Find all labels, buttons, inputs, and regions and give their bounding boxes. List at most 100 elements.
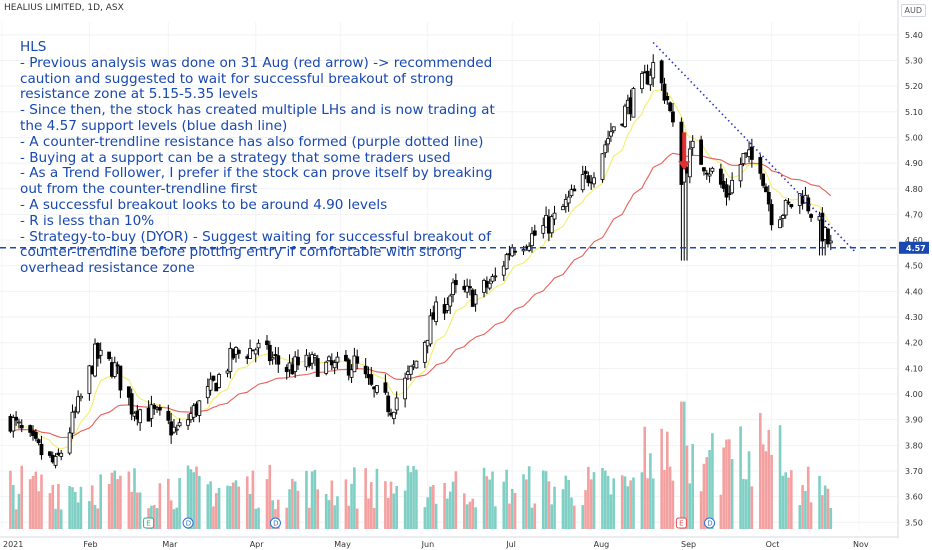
candle [265,335,269,350]
volume-bar [823,485,827,529]
candle-body [344,354,348,362]
volume-bar [426,497,429,529]
dividend-marker: D [182,517,194,529]
volume-bar [138,492,142,529]
candle-body [265,340,269,346]
annotation-line: resistance zone at 5.15-5.35 levels [20,86,258,103]
volume-bar [291,478,294,529]
currency-button[interactable]: AUD [900,4,926,17]
candle-body [786,201,791,204]
candle [208,372,213,396]
candle-body [70,411,75,434]
y-tick-label: 5.00 [905,133,923,142]
candle-body [115,364,120,367]
volume-bar [248,494,252,529]
candle-body [572,188,577,192]
candle-body [766,192,771,205]
candle-body [445,304,450,311]
candle-body [205,386,210,399]
candle-body [473,294,478,305]
volume-bar [195,466,198,529]
volume-bar [28,479,32,529]
volume-bar [550,504,554,529]
candle [118,365,123,399]
candle-body [217,374,221,388]
candle [783,198,788,219]
candle [532,224,537,237]
y-tick-label: 5.30 [905,56,923,65]
volume-bar [702,463,706,529]
volume-bar [293,481,297,529]
candle-body [541,225,546,234]
candle [702,167,706,176]
candle [428,308,433,347]
volume-bar [169,500,173,529]
volume-bar [372,507,376,529]
volume-bar [73,491,77,529]
candle-body [352,355,357,373]
candle [789,204,794,209]
candle [313,352,317,366]
candle-body [828,240,833,244]
volume-bar [806,466,810,529]
volume-bar [99,474,102,529]
candle [70,404,75,439]
candle [682,164,687,261]
candle [764,183,768,193]
candle-body [129,393,134,415]
candle-body [780,215,785,219]
candle-body [315,358,320,377]
volume-bar [415,469,418,529]
volume-bar [764,451,768,529]
volume-bar [572,505,576,529]
candle-body [704,172,709,175]
volume-bar [626,486,630,529]
candle-body [98,349,103,356]
candle-body [549,216,554,234]
volume-bar [375,468,379,529]
volume-bar [781,475,785,529]
volume-bar [448,491,452,529]
chart-grid [0,22,898,530]
volume-bar [606,475,610,529]
candle-body [809,214,813,218]
candle-body [332,362,337,369]
candle-body [208,378,213,391]
candle-body [623,105,627,128]
volume-bar [818,475,821,529]
volume-bar [711,433,714,529]
candle-body [603,144,608,154]
candle-body [710,167,715,172]
candle-body [36,439,41,444]
candle [541,217,546,239]
x-tick-label: Aug [594,540,610,549]
volume-bar [254,508,258,529]
event-label: D [186,520,191,528]
candle-body [76,396,81,413]
volume-bar [759,412,762,529]
volume-bar [547,481,551,529]
volume-bar [17,493,21,529]
candle [552,205,557,226]
volume-bar [699,491,703,529]
volume-bar [623,476,627,529]
candle-body [177,422,182,427]
candle-body [699,139,704,165]
volume-bar [491,471,494,529]
event-label: E [146,520,150,528]
candle [28,424,33,437]
x-tick-label: May [334,540,351,549]
candle [510,244,515,257]
candle [631,86,636,118]
x-tick-label: Jul [505,540,516,549]
candle-body [778,219,782,229]
event-badge [704,517,716,529]
candle [166,404,171,425]
volume-bar [510,489,514,529]
candle [623,103,627,128]
candle-body [583,170,588,174]
candle-body [789,204,794,208]
volume-bar [685,445,689,529]
candle [59,450,64,461]
candle-body [600,153,605,180]
